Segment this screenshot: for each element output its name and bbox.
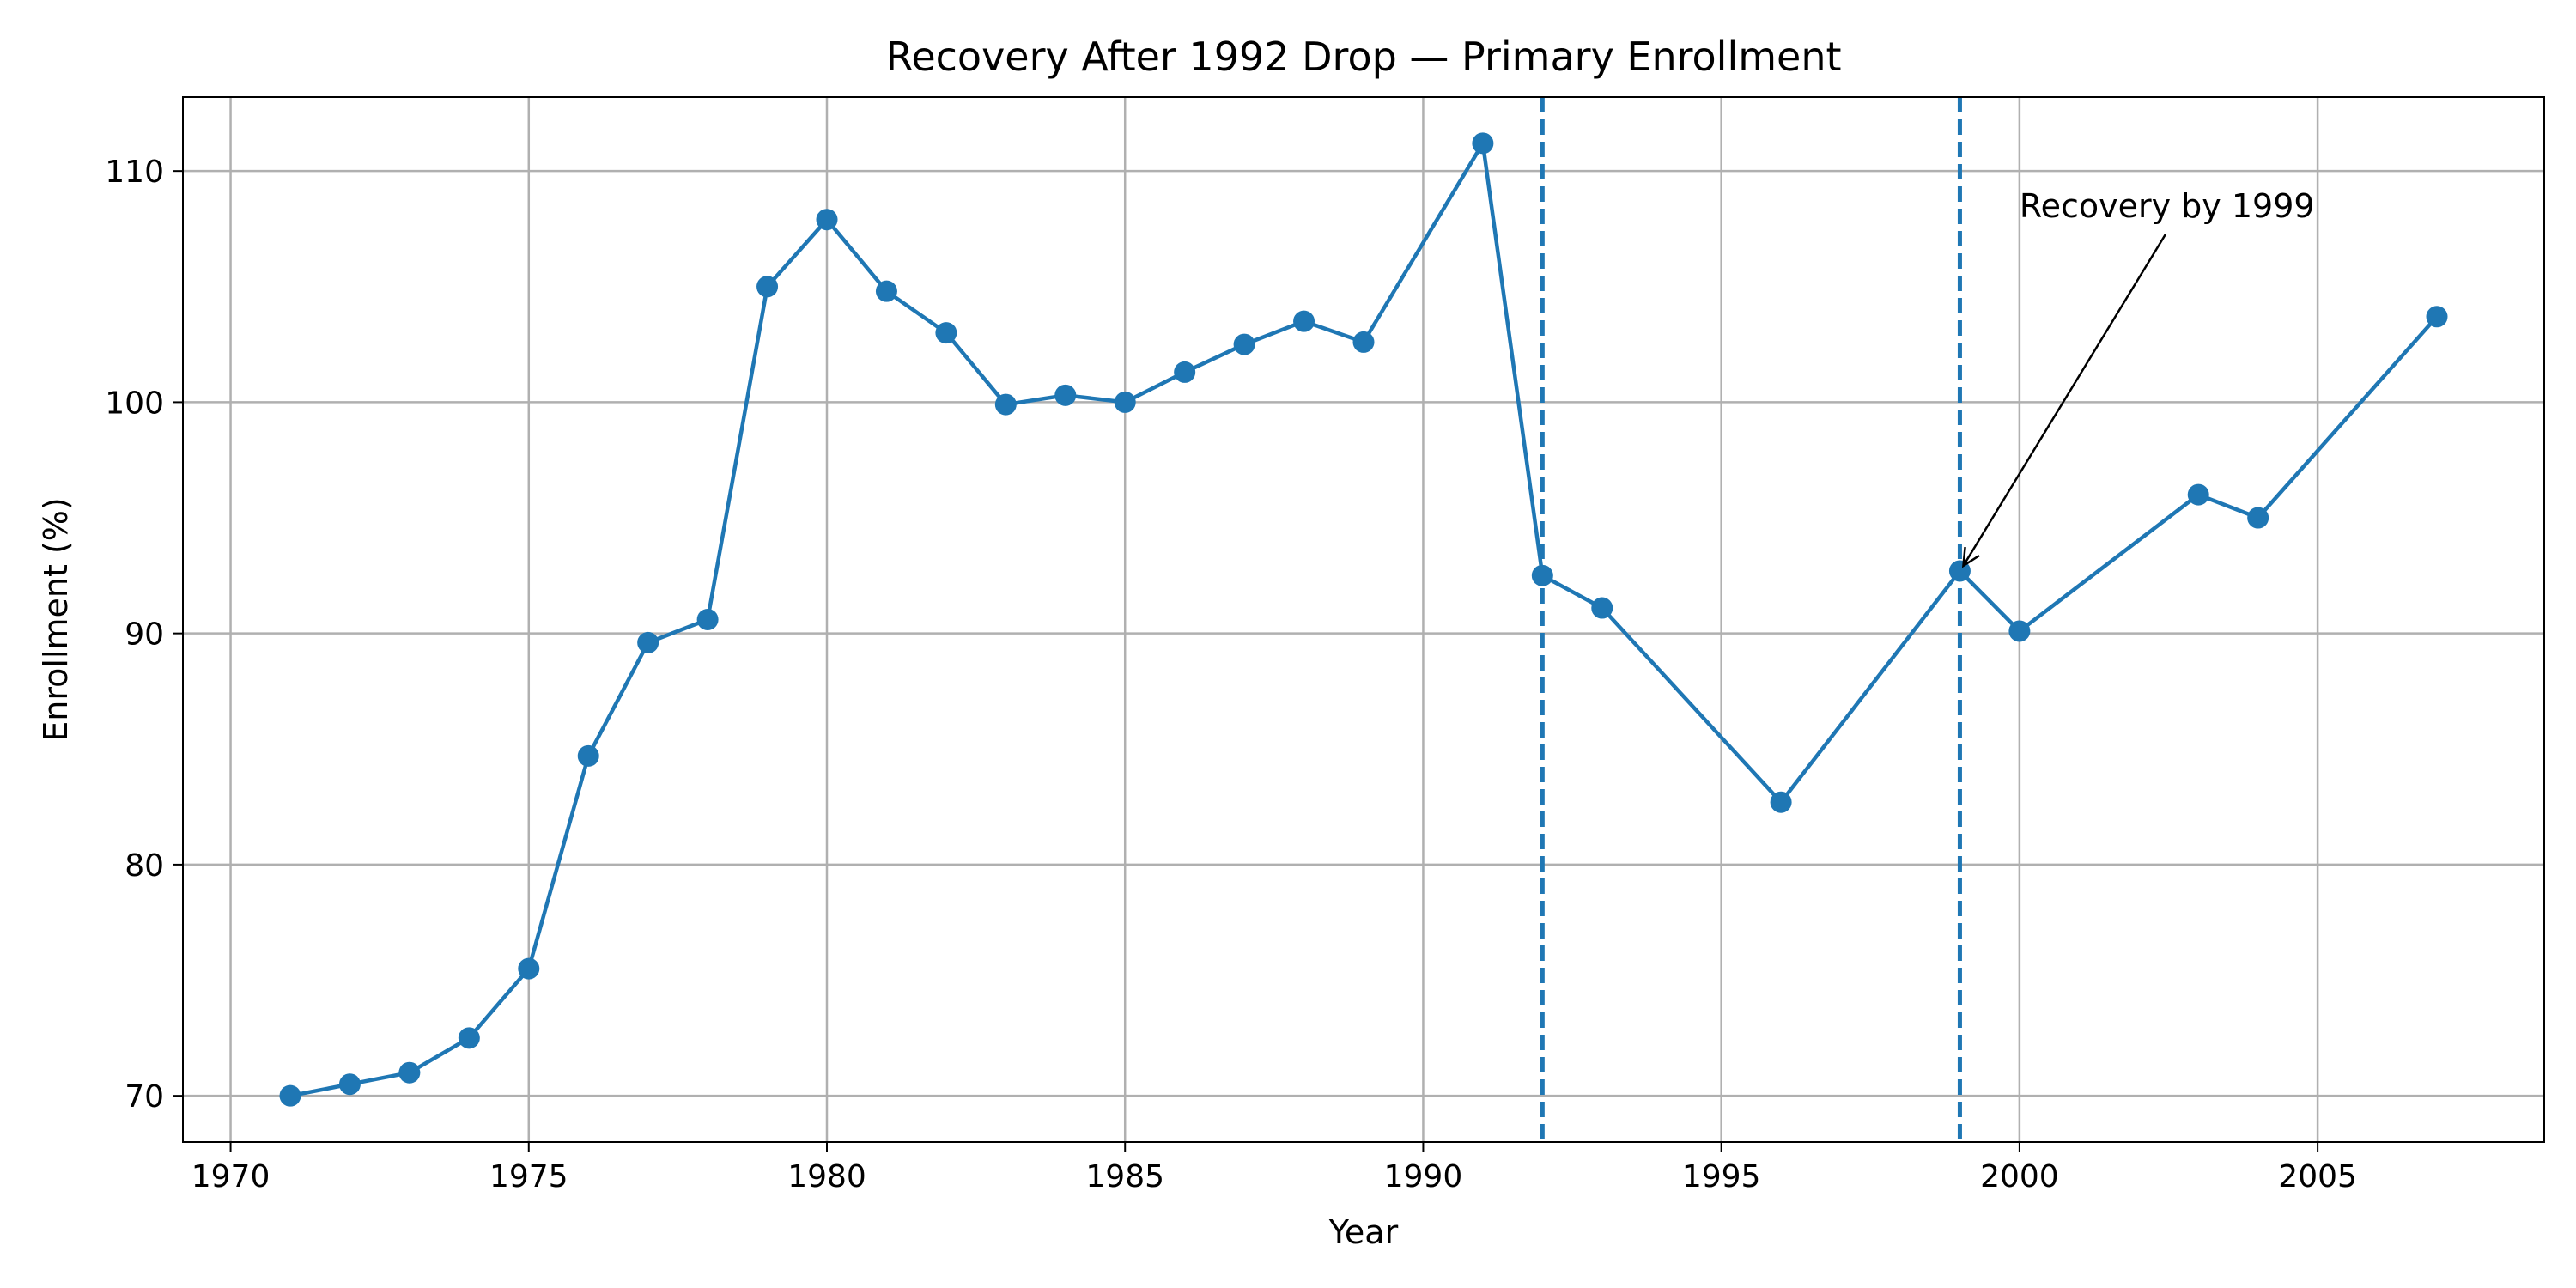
x-tick-label: 1970 — [191, 1159, 270, 1194]
data-point — [1174, 361, 1196, 383]
data-point — [875, 280, 897, 302]
x-axis-label: Year — [1328, 1213, 1399, 1251]
data-point — [637, 631, 659, 653]
y-tick-label: 110 — [105, 155, 164, 190]
x-tick-label: 2000 — [1980, 1159, 2059, 1194]
data-point — [1472, 132, 1494, 155]
data-point — [696, 609, 719, 630]
y-axis-label: Enrollment (%) — [37, 497, 75, 741]
annotation-text: Recovery by 1999 — [2020, 187, 2315, 225]
data-point — [994, 393, 1017, 416]
data-point — [1352, 331, 1375, 353]
data-point — [935, 322, 957, 344]
y-tick-label: 70 — [125, 1079, 164, 1115]
data-point — [2187, 483, 2209, 506]
data-point — [1531, 564, 1553, 586]
x-tick-label: 1990 — [1384, 1159, 1463, 1194]
x-tick-label: 1980 — [787, 1159, 866, 1194]
x-tick-label: 1995 — [1682, 1159, 1761, 1194]
data-point — [1293, 310, 1315, 332]
data-point — [816, 209, 838, 231]
plot-frame — [182, 96, 2545, 1143]
chart-title: Recovery After 1992 Drop — Primary Enrol… — [885, 33, 1841, 80]
data-point — [338, 1073, 361, 1096]
data-point — [458, 1027, 480, 1049]
data-series — [279, 132, 2448, 1107]
data-point — [1770, 791, 1792, 813]
y-tick-label: 100 — [105, 386, 164, 421]
x-axis: 1970 1975 1980 1985 1990 1995 2000 2005 — [191, 1142, 2357, 1194]
data-point — [518, 957, 540, 980]
data-point — [1054, 384, 1077, 406]
y-tick-label: 90 — [125, 617, 164, 653]
data-point — [2247, 507, 2269, 529]
grid-lines — [183, 97, 2544, 1142]
annotation-arrowhead — [1961, 546, 1980, 568]
data-point — [2426, 306, 2448, 328]
y-axis: 70 80 90 100 110 — [105, 155, 183, 1115]
data-point — [1233, 333, 1255, 355]
data-point — [398, 1061, 421, 1084]
y-tick-label: 80 — [125, 848, 164, 884]
data-point — [577, 744, 599, 767]
annotations: Recovery by 1999 — [1961, 187, 2315, 568]
annotation-arrow — [1962, 234, 2166, 567]
data-point — [1114, 391, 1136, 413]
reference-lines — [1540, 97, 1962, 1142]
x-tick-label: 1985 — [1085, 1159, 1164, 1194]
data-point — [279, 1084, 301, 1107]
x-tick-label: 1975 — [489, 1159, 568, 1194]
series-line — [289, 141, 2439, 1098]
data-point — [2008, 620, 2031, 642]
data-point — [1591, 597, 1613, 619]
data-point — [756, 276, 779, 298]
x-tick-label: 2005 — [2278, 1159, 2357, 1194]
